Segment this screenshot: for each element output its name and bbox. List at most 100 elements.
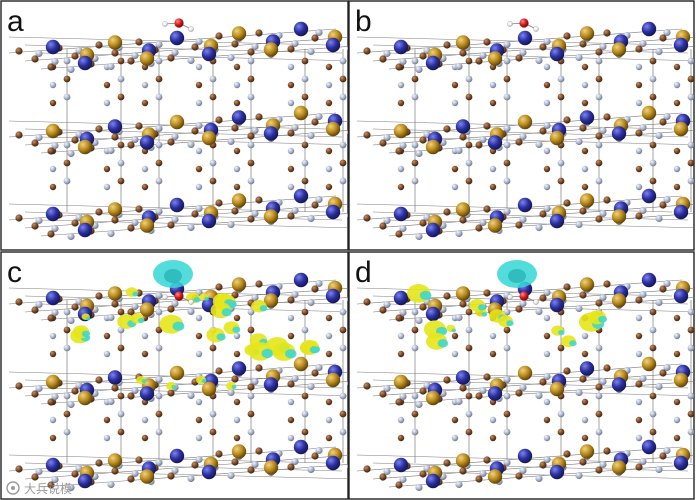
brown-atom [503,75,511,83]
cation-gold [549,130,565,146]
brown-atom [603,280,611,288]
brown-atom [287,380,295,388]
atom [635,332,643,340]
light-atom [639,290,647,299]
brown-atom [395,147,403,155]
brown-atom [311,369,319,377]
panel-label: a [7,5,24,38]
cation-gold [393,374,409,390]
atom [141,165,149,173]
brown-atom [411,159,419,167]
brown-atom [339,159,347,167]
atom [581,165,589,173]
atom [195,81,203,89]
brown-atom [503,159,511,167]
brown-atom [419,52,427,60]
brown-atom [15,131,23,139]
brown-atom [465,344,473,352]
light-atom [155,308,163,316]
brown-atom [231,124,239,132]
cation-gold [107,453,123,468]
light-atom [639,374,647,383]
brown-atom [649,57,657,65]
brown-atom [379,473,387,481]
atom [325,434,333,442]
brown-atom [287,129,295,137]
brown-atom [465,392,473,400]
light-atom [687,57,694,65]
atom [581,332,589,340]
brown-atom [255,29,263,37]
brown-atom [465,428,473,436]
cation-blue [231,110,247,125]
brown-atom [635,463,643,471]
light-atom [655,465,663,474]
brown-atom [31,390,39,398]
light-atom [307,131,315,140]
brown-atom [311,285,319,293]
cation-gold [293,356,309,372]
light-atom [247,177,255,185]
isosurface-cyan [481,312,488,317]
atom [233,147,241,155]
brown-atom [215,283,223,291]
atom [635,183,643,191]
isosurfaces [70,260,321,390]
light-atom [251,377,259,386]
brown-atom [209,177,217,185]
atom [103,416,111,424]
brown-atom [465,57,473,65]
atom [543,183,551,191]
light-atom [195,121,203,130]
light-atom [383,49,391,58]
watermark: 大兵说模 [6,481,72,496]
light-atom [195,455,203,464]
brown-atom [459,300,467,308]
brown-atom [15,214,23,222]
cation-blue [293,21,309,37]
light-atom [187,223,195,232]
light-atom [107,480,115,489]
brown-atom [247,326,255,334]
oxygen-atom [519,18,529,28]
atom [489,350,497,358]
brown-atom [363,465,371,473]
atom [325,332,333,340]
brown-atom [311,452,319,460]
atom [543,332,551,340]
atoms [363,21,694,241]
brown-atom [475,57,483,65]
brown-atom [443,292,451,300]
atom [195,350,203,358]
atom [489,434,497,442]
cation-blue [549,213,565,229]
light-atom [131,469,139,478]
light-atom [171,215,179,224]
light-atom [171,299,179,308]
light-atom [455,397,463,406]
brown-atom [419,219,427,227]
brown-atom [301,57,309,65]
light-atom [383,467,391,476]
light-atom [575,388,583,397]
brown-atom [95,125,103,133]
light-atom [575,304,583,313]
hydrogen-atom [533,26,539,32]
brown-atom [443,208,451,216]
adsorbed-molecule [162,291,194,305]
light-atom [227,388,235,397]
cation-gold [263,460,279,475]
atom [543,416,551,424]
isosurface-cyan [137,317,145,324]
atom [325,183,333,191]
brown-atom [687,159,694,167]
light-atom [411,428,419,436]
light-atom [247,57,255,65]
cation-gold [611,42,627,57]
atom [635,314,643,322]
light-atom [479,386,487,395]
cation-gold [579,444,595,459]
brown-atom [311,118,319,126]
cation-gold [579,193,595,208]
atom [635,81,643,89]
